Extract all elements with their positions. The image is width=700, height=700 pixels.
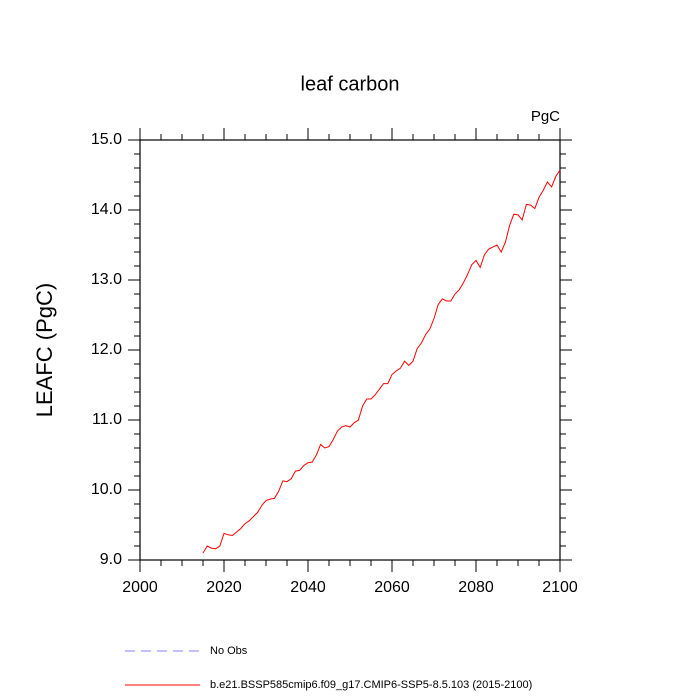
y-tick-label: 12.0 [91, 341, 122, 358]
x-tick-label: 2100 [542, 579, 578, 596]
y-tick-label: 15.0 [91, 131, 122, 148]
x-tick-label: 2040 [290, 579, 326, 596]
y-tick-label: 14.0 [91, 201, 122, 218]
units-label: PgC [531, 108, 560, 125]
y-tick-label: 11.0 [92, 411, 122, 428]
y-tick-label: 10.0 [91, 481, 122, 498]
y-tick-label: 9.0 [100, 551, 122, 568]
x-tick-label: 2020 [206, 579, 242, 596]
series-line [202, 169, 561, 554]
x-tick-label: 2000 [122, 579, 158, 596]
legend-label: b.e21.BSSP585cmip6.f09_g17.CMIP6-SSP5-8.… [210, 679, 532, 691]
x-tick-label: 2080 [458, 579, 494, 596]
legend-label: No Obs [210, 645, 248, 657]
y-axis-label: LEAFC (PgC) [32, 283, 57, 417]
plot-frame [139, 139, 561, 561]
x-tick-label: 2060 [374, 579, 410, 596]
chart-title: leaf carbon [301, 73, 400, 95]
y-tick-label: 13.0 [91, 271, 122, 288]
